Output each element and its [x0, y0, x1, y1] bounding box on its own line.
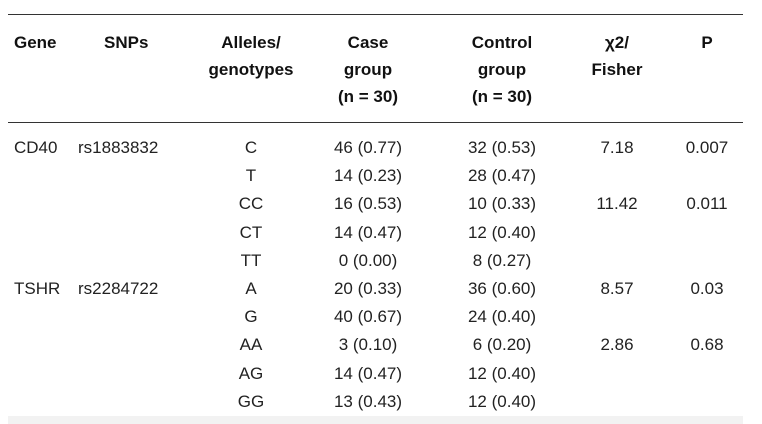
header-control-line1: Control	[471, 33, 533, 52]
p-value-cell: 0.03	[690, 279, 724, 298]
header-case-line3: (n = 30)	[338, 87, 398, 106]
allele-cell: G	[244, 307, 258, 327]
case-cell: 14 (0.47)	[333, 363, 403, 383]
header-alleles: Alleles/ genotypes	[196, 29, 306, 83]
allele-cell: A	[245, 279, 257, 298]
header-alleles-line1: Alleles/	[221, 33, 281, 52]
header-p: P	[682, 29, 732, 56]
allele-cell: AG	[238, 363, 264, 383]
case-cell: 40 (0.67)	[333, 307, 403, 327]
control-cell: 24 (0.40)	[467, 307, 537, 327]
gene-cell: CD40	[14, 138, 58, 157]
case-cell: 20 (0.33)	[333, 279, 403, 298]
header-gene-label: Gene	[14, 33, 57, 52]
allele-cell: T	[245, 166, 257, 186]
header-snps: SNPs	[104, 29, 148, 56]
data-table: Gene SNPs Alleles/ genotypes Case group …	[8, 14, 743, 424]
allele-cell: C	[244, 138, 258, 157]
control-cell: 32 (0.53)	[467, 138, 537, 157]
control-cell: 28 (0.47)	[467, 166, 537, 186]
header-divider-rule	[8, 122, 743, 123]
header-snps-label: SNPs	[104, 33, 149, 52]
chi-fisher-cell: 2.86	[600, 335, 634, 355]
control-cell: 12 (0.40)	[467, 222, 537, 242]
allele-cell: CT	[239, 222, 263, 242]
chi-fisher-cell: 11.42	[596, 194, 638, 214]
header-chi-line2: Fisher	[591, 60, 643, 79]
allele-cell: TT	[240, 250, 262, 270]
header-alleles-line2: genotypes	[208, 60, 294, 79]
allele-cell: CC	[238, 194, 264, 214]
chi-fisher-cell: 8.57	[600, 279, 634, 298]
snp-cell: rs2284722	[78, 279, 159, 298]
control-cell: 12 (0.40)	[467, 391, 537, 411]
header-gene: Gene	[14, 29, 57, 56]
control-cell: 12 (0.40)	[467, 363, 537, 383]
header-case-line2: group	[343, 60, 393, 79]
allele-cell: GG	[237, 391, 265, 411]
table-top-rule	[8, 14, 743, 15]
header-control-group: Control group (n = 30)	[452, 29, 552, 110]
header-case-group: Case group (n = 30)	[323, 29, 413, 110]
case-cell: 14 (0.23)	[333, 166, 403, 186]
header-case-line1: Case	[347, 33, 389, 52]
control-cell: 8 (0.27)	[472, 250, 532, 270]
case-cell: 14 (0.47)	[333, 222, 403, 242]
case-cell: 16 (0.53)	[333, 194, 403, 214]
case-cell: 46 (0.77)	[333, 138, 403, 157]
case-cell: 0 (0.00)	[338, 250, 398, 270]
header-control-line2: group	[477, 60, 527, 79]
header-chi-fisher: χ2/ Fisher	[581, 29, 653, 83]
header-chi-line1: χ2/	[605, 33, 629, 52]
header-control-line3: (n = 30)	[472, 87, 532, 106]
control-cell: 10 (0.33)	[467, 194, 537, 214]
case-cell: 13 (0.43)	[333, 391, 403, 411]
p-value-cell: 0.007	[685, 138, 729, 157]
p-value-cell: 0.68	[690, 335, 724, 355]
header-p-label: P	[701, 33, 713, 52]
case-cell: 3 (0.10)	[338, 335, 398, 355]
allele-cell: AA	[239, 335, 263, 355]
snp-cell: rs1883832	[78, 138, 159, 157]
gene-cell: TSHR	[14, 279, 61, 298]
chi-fisher-cell: 7.18	[600, 138, 634, 157]
p-value-cell: 0.011	[686, 194, 728, 214]
control-cell: 6 (0.20)	[472, 335, 532, 355]
table-bottom-band	[8, 416, 743, 424]
control-cell: 36 (0.60)	[467, 279, 537, 298]
